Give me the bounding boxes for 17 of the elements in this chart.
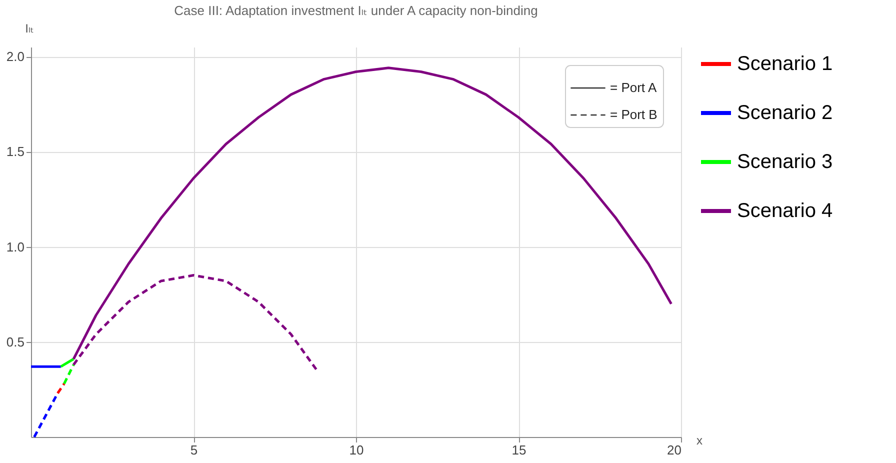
y-axis-title: Iₗₜ	[25, 22, 34, 36]
annotation: = Port B	[610, 107, 658, 122]
legend-label: Scenario 1	[737, 53, 833, 75]
legend-label: Scenario 4	[737, 200, 833, 222]
y-tick-label: 2.0	[6, 49, 24, 64]
annotation: = Port A	[610, 80, 657, 95]
chart-title: Case III: Adaptation investment Iₗₜ under A capacity non-binding	[174, 3, 538, 18]
y-tick-label: 0.5	[6, 334, 24, 350]
x-axis-title: x	[696, 434, 702, 448]
legend-label: Scenario 2	[737, 102, 833, 124]
y-tick-label: 1.5	[6, 144, 24, 160]
x-tick-label: 5	[190, 442, 198, 458]
x-tick-label: 15	[512, 442, 526, 458]
x-tick-label: 10	[349, 442, 364, 458]
x-tick-label: 20	[667, 442, 682, 458]
legend-label: Scenario 3	[737, 151, 833, 173]
y-tick-label: 1.0	[6, 239, 24, 254]
